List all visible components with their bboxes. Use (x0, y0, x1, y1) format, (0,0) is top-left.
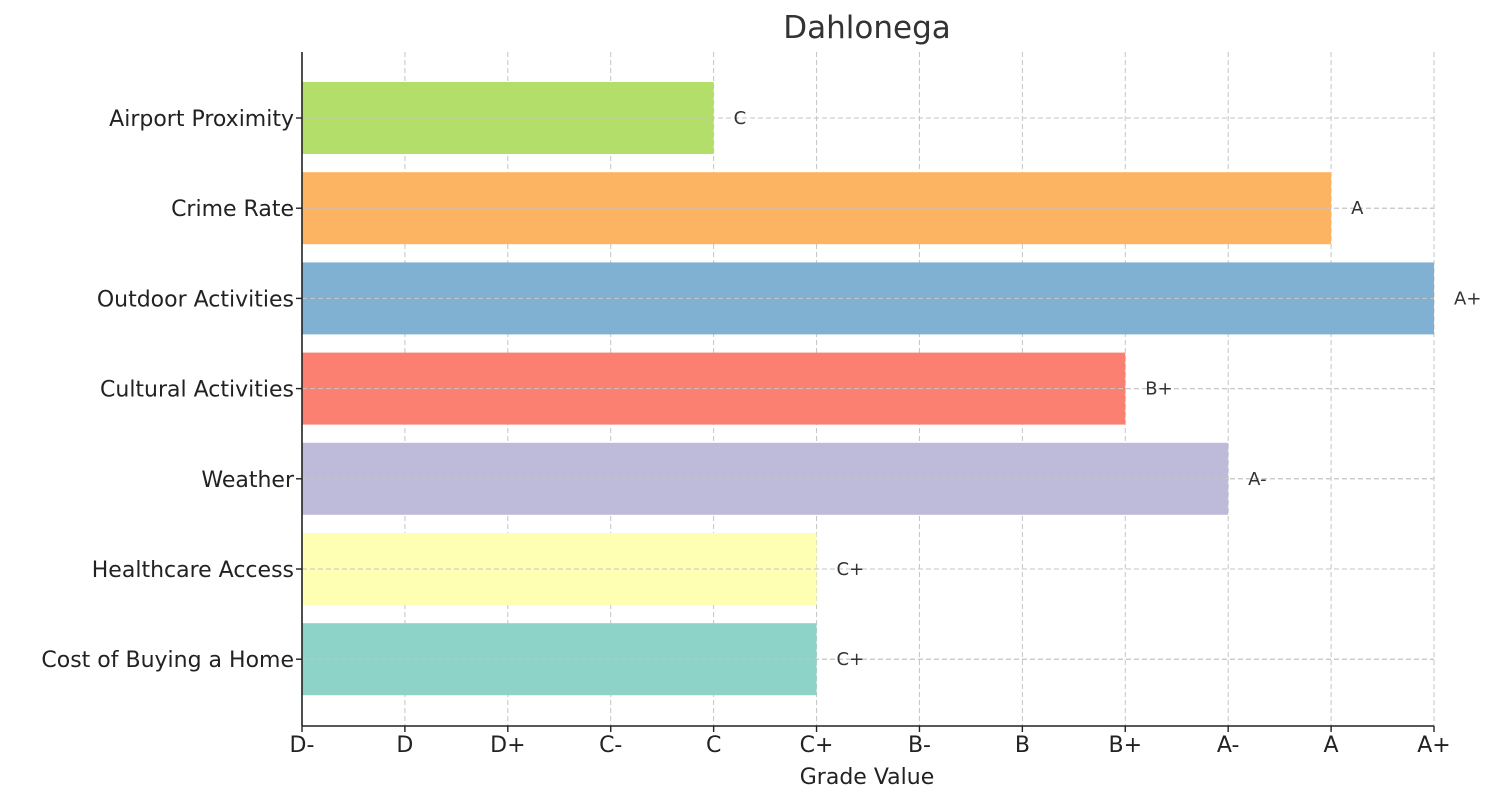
data-label: C (734, 108, 747, 129)
y-tick-label: Airport Proximity (109, 107, 294, 132)
data-label: C+ (837, 649, 865, 670)
data-label: B+ (1145, 379, 1172, 400)
labels: D- D D+ C- C C+ B- B B+ A- A A+ Airport Proximity C Cr… (41, 107, 1481, 758)
x-tick-label: D (396, 733, 413, 758)
x-tick-label: C- (599, 733, 622, 758)
y-tick-label: Cultural Activities (100, 378, 294, 403)
x-tick-label: A- (1217, 733, 1240, 758)
x-tick-label: A (1324, 733, 1339, 758)
bars (302, 82, 1434, 696)
x-tick-label: B+ (1109, 733, 1143, 758)
axes (296, 52, 1435, 732)
x-tick-label: B (1015, 733, 1030, 758)
x-axis-title: Grade Value (800, 765, 934, 790)
y-tick-label: Cost of Buying a Home (41, 648, 294, 673)
bar (302, 82, 714, 154)
data-label: C+ (837, 559, 865, 580)
x-tick-label: C (706, 733, 721, 758)
y-tick-label: Weather (201, 468, 295, 493)
chart-title: Dahlonega (783, 10, 951, 46)
y-tick-label: Outdoor Activities (97, 287, 294, 312)
x-tick-label: B- (908, 733, 931, 758)
x-tick-label: D- (290, 733, 315, 758)
x-tick-label: D+ (490, 733, 525, 758)
x-tick-label: A+ (1417, 733, 1450, 758)
y-tick-label: Healthcare Access (92, 558, 294, 583)
x-tick-label: C+ (800, 733, 834, 758)
data-label: A (1351, 198, 1364, 219)
y-tick-label: Crime Rate (171, 197, 294, 222)
data-label: A+ (1454, 288, 1481, 309)
data-label: A- (1248, 469, 1266, 490)
